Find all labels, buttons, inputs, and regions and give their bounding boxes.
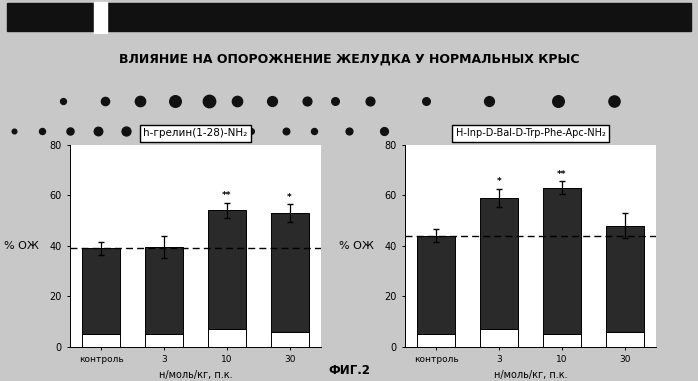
Bar [543, 334, 581, 347]
Text: *: * [288, 192, 292, 202]
Y-axis label: % ОЖ: % ОЖ [4, 241, 39, 251]
Point [169, 98, 180, 104]
Bar [606, 226, 644, 331]
Point [64, 128, 75, 134]
Point [183, 128, 194, 134]
Bar [82, 334, 120, 347]
Title: H-Inp-D-Bal-D-Trp-Phe-Apc-NH₂: H-Inp-D-Bal-D-Trp-Phe-Apc-NH₂ [456, 128, 605, 138]
Y-axis label: % ОЖ: % ОЖ [339, 241, 374, 251]
Point [483, 98, 494, 104]
Point [8, 128, 20, 134]
Bar [480, 198, 518, 329]
Bar [145, 247, 183, 334]
Bar [543, 188, 581, 334]
Point [302, 98, 313, 104]
Point [364, 98, 376, 104]
Text: **: ** [222, 191, 232, 200]
Point [92, 128, 103, 134]
Title: h-грелин(1-28)-NH₂: h-грелин(1-28)-NH₂ [143, 128, 248, 138]
Point [36, 128, 47, 134]
Point [134, 98, 145, 104]
Bar [417, 334, 455, 347]
X-axis label: н/моль/кг, п.к.: н/моль/кг, п.к. [493, 370, 567, 379]
Bar [271, 331, 309, 347]
Point [378, 128, 389, 134]
Text: **: ** [557, 170, 567, 179]
Point [609, 98, 620, 104]
Bar [271, 213, 309, 331]
Bar [94, 2, 107, 32]
Bar [480, 329, 518, 347]
Point [329, 98, 341, 104]
Bar [145, 334, 183, 347]
Point [343, 128, 355, 134]
Point [232, 98, 243, 104]
Point [211, 128, 222, 134]
Bar [208, 210, 246, 329]
Bar [7, 3, 691, 31]
Bar [208, 329, 246, 347]
X-axis label: н/моль/кг, п.к.: н/моль/кг, п.к. [158, 370, 232, 379]
Point [57, 98, 68, 104]
Bar [417, 235, 455, 334]
Point [281, 128, 292, 134]
Point [99, 98, 110, 104]
Point [120, 128, 131, 134]
Point [309, 128, 320, 134]
Bar [606, 331, 644, 347]
Point [553, 98, 564, 104]
Point [148, 128, 159, 134]
Point [246, 128, 257, 134]
Bar [82, 248, 120, 334]
Point [204, 98, 215, 104]
Text: ФИГ.2: ФИГ.2 [328, 364, 370, 377]
Point [420, 98, 431, 104]
Text: *: * [497, 178, 501, 186]
Point [267, 98, 278, 104]
Text: ВЛИЯНИЕ НА ОПОРОЖНЕНИЕ ЖЕЛУДКА У НОРМАЛЬНЫХ КРЫС: ВЛИЯНИЕ НА ОПОРОЖНЕНИЕ ЖЕЛУДКА У НОРМАЛЬ… [119, 53, 579, 66]
